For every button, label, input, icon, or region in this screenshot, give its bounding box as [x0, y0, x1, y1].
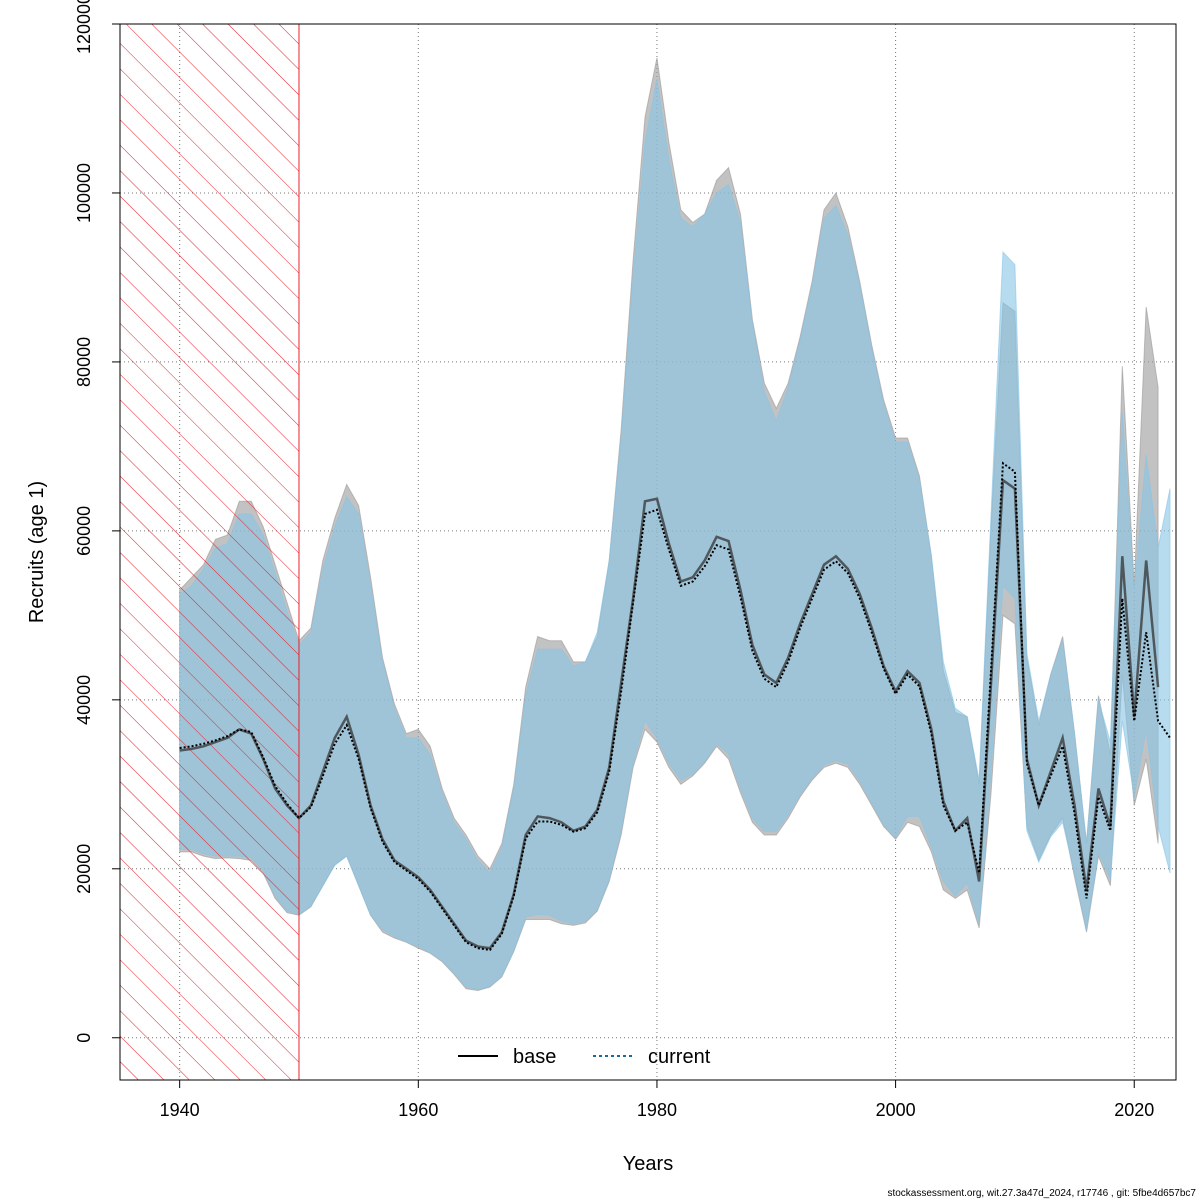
hatched-area — [119, 23, 300, 1081]
series-lines — [179, 461, 1171, 951]
confidence-bands — [179, 57, 1171, 991]
legend-current-label: current — [648, 1046, 711, 1068]
y-tick-label-80000: 80000 — [74, 337, 94, 387]
y-tick-label-20000: 20000 — [74, 844, 94, 894]
x-tick-label-2020: 2020 — [1114, 1100, 1154, 1120]
x-axis-title: Years — [623, 1153, 673, 1175]
y-tick-label-0: 0 — [74, 1033, 94, 1043]
hatched-region — [119, 23, 300, 1081]
legend: base current — [458, 1046, 711, 1068]
x-axis: 1940 1960 1980 2000 2020 — [160, 1079, 1154, 1120]
y-tick-label-40000: 40000 — [74, 675, 94, 725]
legend-base-label: base — [513, 1046, 556, 1068]
y-tick-label-60000: 60000 — [74, 506, 94, 556]
y-tick-label-100000: 100000 — [74, 163, 94, 223]
x-tick-label-1940: 1940 — [160, 1100, 200, 1120]
line-current — [179, 461, 1171, 951]
footer-credit: stockassessment.org, wit.27.3a47d_2024, … — [887, 1188, 1196, 1199]
x-tick-label-2000: 2000 — [876, 1100, 916, 1120]
x-tick-label-1980: 1980 — [637, 1100, 677, 1120]
band-current — [179, 78, 1171, 991]
y-axis: 0 20000 40000 60000 80000 100000 120000 — [74, 0, 121, 1043]
y-tick-label-120000: 120000 — [74, 0, 94, 54]
x-tick-label-1960: 1960 — [398, 1100, 438, 1120]
y-axis-title: Recruits (age 1) — [26, 481, 48, 623]
